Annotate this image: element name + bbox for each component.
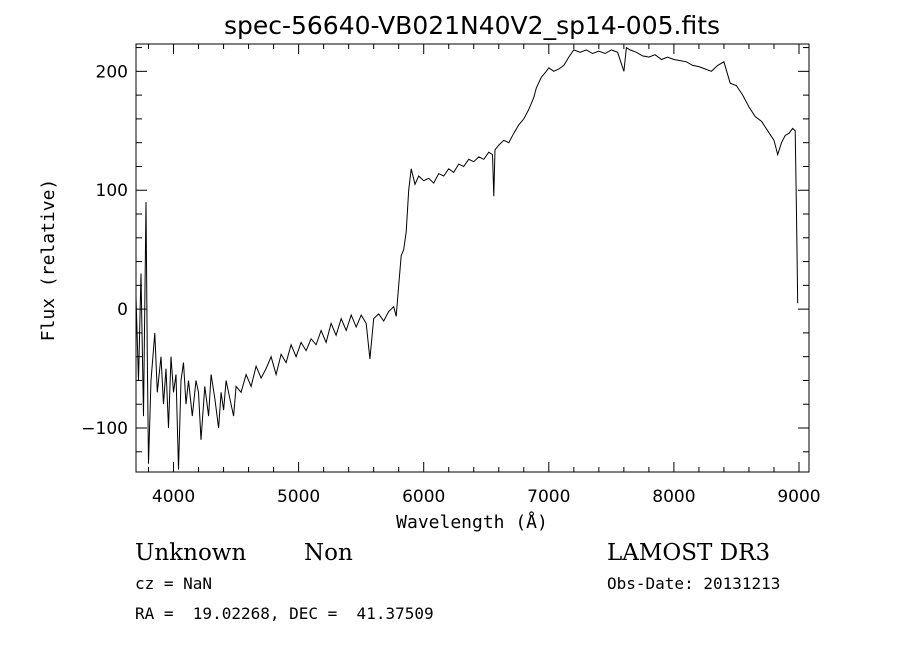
x-tick-label: 7000: [527, 487, 570, 507]
y-axis: −100 0 100 200: [81, 47, 809, 453]
chart-title: spec-56640-VB021N40V2_sp14-005.fits: [224, 11, 720, 40]
x-axis-label: Wavelength (Å): [396, 511, 548, 533]
flux-series-line: [135, 46, 799, 470]
y-tick-label: −100: [81, 419, 128, 439]
x-tick-label: 5000: [277, 487, 320, 507]
x-tick-label: 9000: [777, 487, 820, 507]
subclass-label: Non: [304, 540, 353, 566]
redshift-text: cz = NaN: [135, 574, 212, 593]
obsdate-text: Obs-Date: 20131213: [607, 574, 780, 593]
x-tick-label: 8000: [652, 487, 695, 507]
y-tick-label: 0: [117, 300, 128, 320]
x-axis: 4000 5000 6000 7000 8000 9000: [148, 44, 821, 507]
x-tick-label: 4000: [152, 487, 195, 507]
y-axis-label: Flux (relative): [38, 179, 59, 342]
survey-label: LAMOST DR3: [607, 540, 770, 566]
y-tick-label: 100: [96, 181, 128, 201]
y-tick-label: 200: [96, 62, 128, 82]
plot-frame: [135, 43, 810, 473]
coords-text: RA = 19.02268, DEC = 41.37509: [135, 604, 434, 623]
class-label: Unknown: [135, 540, 246, 566]
x-tick-label: 6000: [402, 487, 445, 507]
